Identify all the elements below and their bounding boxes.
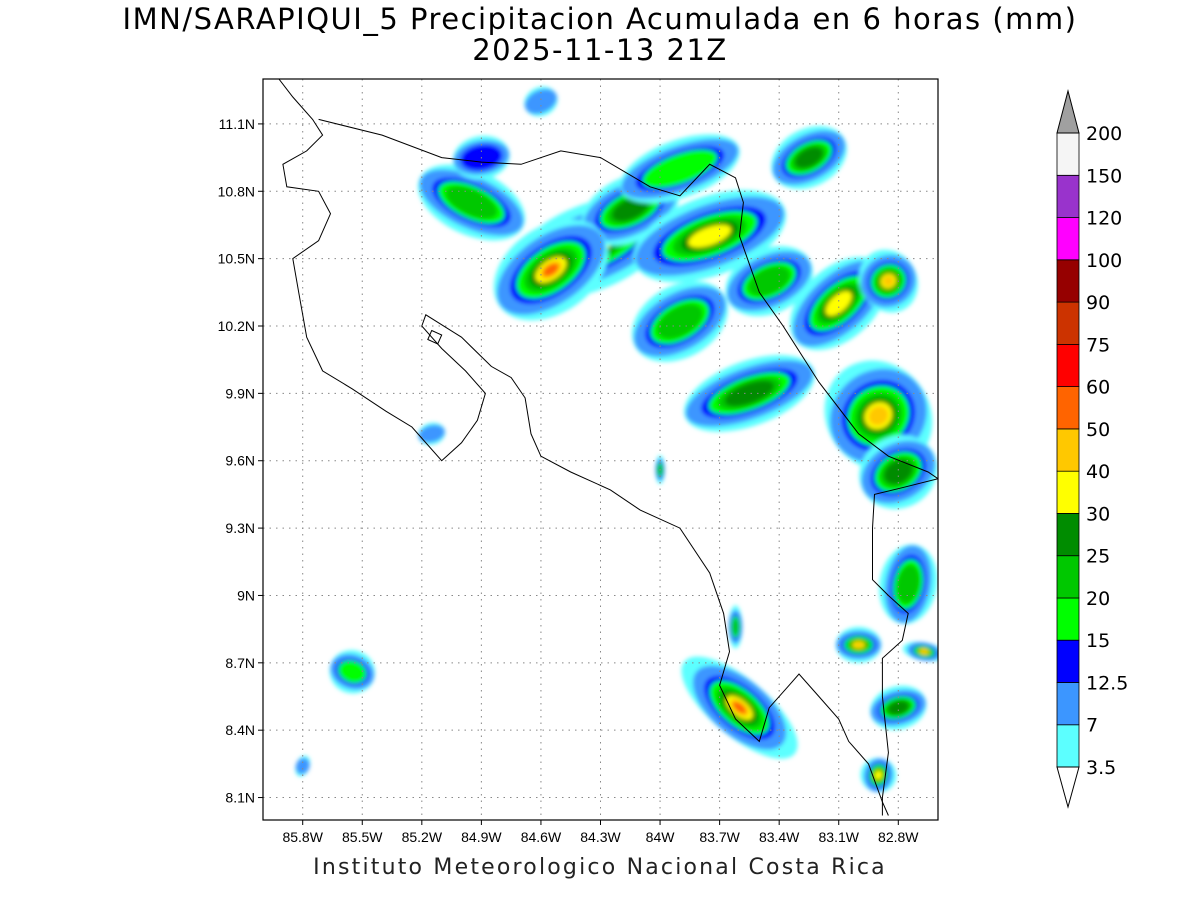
rain-band-9-level-6 [825,291,852,316]
rain-band-3-level-6 [688,224,732,248]
colorbar-box-1 [1056,682,1080,726]
panama-border [872,478,938,816]
coastline-borders [278,79,938,816]
colorbar-box-4 [1056,555,1080,599]
lat-tick-label-8: 8.7N [225,655,255,671]
lat-tick-label-2: 10.5N [218,251,255,267]
nicaragua-border [318,118,938,480]
lon-tick-label-0: 85.8W [282,829,323,845]
lat-tick-label-10: 8.1N [225,790,255,806]
colorbar-box-7 [1056,428,1080,472]
colorbar-box-10 [1056,301,1080,345]
colorbar-box-12 [1056,217,1080,261]
lon-tick-label-4: 84.6W [521,829,562,845]
rain-band-5-level-4 [445,186,498,219]
colorbar-box-5 [1056,513,1080,557]
colorbar-box-14 [1056,132,1080,176]
lon-tick-label-1: 85.5W [342,829,383,845]
rain-band-4-level-8 [543,263,559,277]
colorbar-under-arrow [1056,766,1080,809]
colorbar-box-3 [1056,597,1080,641]
rain-band-2-level-5 [795,147,823,168]
lon-tick-label-6: 84W [646,829,676,845]
colorbar-label-8: 50 [1086,419,1110,441]
rain-band-10-level-7 [882,275,895,287]
rain-band-24-level-1 [418,424,445,443]
lat-tick-label-4: 9.9N [225,385,255,401]
colorbar-label-0: 3.5 [1086,757,1116,779]
lon-tick-label-10: 82.8W [878,829,919,845]
map-timestamp: 2025-11-13 21Z [472,33,728,67]
colorbar-label-1: 7 [1086,715,1098,737]
rain-band-17-level-7 [854,641,864,648]
rain-band-18-level-5 [887,700,909,715]
colorbar-label-5: 25 [1086,546,1110,568]
colorbar-box-6 [1056,470,1080,514]
colorbar-box-8 [1056,386,1080,430]
lat-tick-label-7: 9N [237,587,255,603]
rain-band-20-level-6 [874,770,883,780]
colorbar-label-11: 90 [1086,292,1110,314]
axis-ticks: 85.8W 85.5W 85.2W 84.9W 84.6W 84.3W 84W 83.7W 83… [218,116,920,845]
colorbar-label-7: 40 [1086,461,1110,483]
rain-band-8-level-5 [725,380,774,407]
colorbar-legend: 3.5 7 12.5 15 20 25 30 40 50 60 75 90 100 120 150 200 [1056,89,1128,809]
rain-band-15-level-8 [732,701,747,714]
colorbar-box-11 [1056,259,1080,303]
colorbar-label-3: 15 [1086,630,1110,652]
lat-tick-label-5: 9.6N [225,453,255,469]
lat-tick-label-0: 11.1N [219,116,255,132]
pacific-coastline [278,79,889,816]
rain-band-13-level-5 [884,460,913,484]
map-title: IMN/SARAPIQUI_5 Precipitacion Acumulada … [122,2,1078,36]
rain-band-23-level-1 [295,757,310,775]
colorbar-label-13: 120 [1086,208,1122,230]
colorbar-label-15: 200 [1086,123,1122,145]
rain-band-25-level-1 [524,89,557,114]
lon-tick-label-3: 84.9W [461,829,502,845]
colorbar-label-10: 75 [1086,334,1110,356]
island-0 [427,329,443,345]
lon-tick-label-2: 85.2W [402,829,443,845]
lon-tick-label-7: 83.7W [699,829,740,845]
lat-tick-label-3: 10.2N [218,318,255,334]
institution-credit: Instituto Meteorologico Nacional Costa R… [313,855,887,880]
rain-band-6-level-3 [642,149,718,188]
rain-band-14-level-4 [896,564,920,604]
rain-band-16-level-4 [732,618,739,636]
lat-tick-label-6: 9.3N [225,520,255,536]
colorbar-box-9 [1056,343,1080,387]
rain-band-19-level-7 [920,648,928,655]
colorbar-box-0 [1056,724,1080,768]
colorbar-label-14: 150 [1086,165,1122,187]
rain-band-22-level-3 [338,660,367,684]
colorbar-box-2 [1056,639,1080,683]
colorbar-over-arrow [1056,89,1080,134]
colorbar-box-13 [1056,174,1080,219]
lat-tick-label-1: 10.8N [218,183,255,199]
lon-tick-label-8: 83.4W [759,829,800,845]
rain-band-1-level-5 [612,197,649,222]
colorbar-label-4: 20 [1086,588,1110,610]
lat-tick-label-9: 8.4N [225,722,255,738]
lon-tick-label-5: 84.3W [580,829,621,845]
rain-band-11-level-4 [657,304,703,339]
lon-tick-label-9: 83.1W [819,829,860,845]
colorbar-label-6: 30 [1086,503,1110,525]
rain-band-12-level-7 [868,406,889,426]
colorbar-label-12: 100 [1086,250,1122,272]
precipitation-field [295,86,938,793]
colorbar-label-2: 12.5 [1086,673,1128,695]
colorbar-label-9: 60 [1086,377,1110,399]
